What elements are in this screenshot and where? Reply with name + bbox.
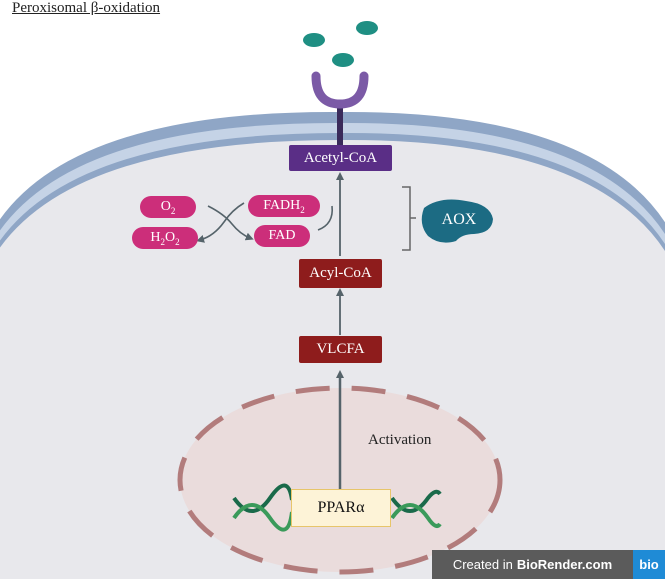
- receptor-icon: [311, 71, 369, 109]
- page-title: Peroxisomal β-oxidation: [12, 0, 161, 16]
- fad-label: FAD: [268, 228, 296, 243]
- vlcfa-box: VLCFA: [299, 336, 382, 363]
- acyl-coa-box: Acyl-CoA: [299, 259, 382, 288]
- fad-pill: FAD: [254, 225, 310, 247]
- receptor-stalk: [337, 100, 343, 148]
- biorender-credit[interactable]: Created in BioRender.com bio: [432, 550, 665, 579]
- h2o2-pill: H2O2: [132, 227, 198, 249]
- credit-prefix: Created in: [452, 557, 513, 572]
- vlcfa-label: VLCFA: [316, 341, 365, 357]
- arrow-cross-2: [196, 202, 245, 243]
- acyl-coa-label: Acyl-CoA: [309, 265, 372, 281]
- aox-bracket: [402, 186, 416, 251]
- enzyme-blob-icon: [421, 199, 493, 243]
- acetyl-coa-label: Acetyl-CoA: [303, 149, 378, 166]
- ppar-box: PPARα: [291, 489, 391, 527]
- o2-pill: O2: [140, 196, 196, 218]
- acetyl-coa-box: Acetyl-CoA: [289, 145, 392, 171]
- aox-label: AOX: [441, 211, 477, 228]
- dna-helix-icon: [390, 489, 442, 528]
- arrow-cross-1: [207, 205, 254, 241]
- biorender-logo-icon: bio: [633, 550, 665, 579]
- credit-text: Created in BioRender.com: [432, 550, 633, 579]
- fadh2-label: FADH2: [263, 197, 305, 215]
- ppar-label: PPARα: [317, 499, 365, 516]
- fadh2-pill: FADH2: [248, 195, 320, 217]
- molecule-icon: [332, 53, 354, 67]
- arrow-fad-cycle: [317, 205, 334, 231]
- h2o2-label: H2O2: [150, 229, 180, 247]
- credit-brand: BioRender.com: [516, 557, 613, 572]
- o2-label: O2: [160, 198, 176, 216]
- molecule-icon: [303, 33, 325, 47]
- activation-label: Activation: [368, 432, 432, 448]
- molecule-icon: [356, 21, 378, 35]
- dna-helix-icon: [232, 483, 294, 532]
